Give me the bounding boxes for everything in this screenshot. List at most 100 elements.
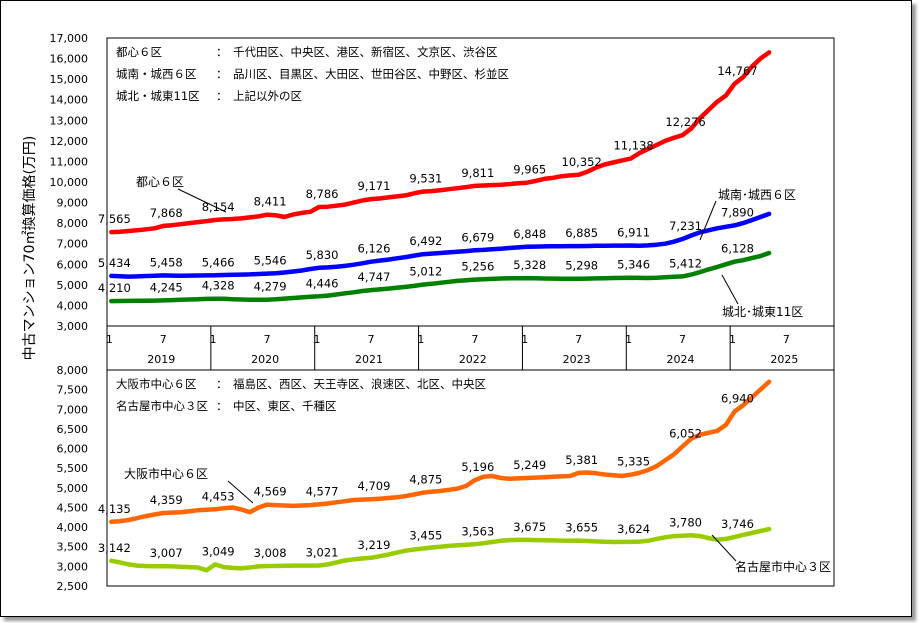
data-label: 4,709: [358, 479, 391, 493]
x-year-label: 2024: [667, 353, 695, 366]
y-tick-label: 6,000: [57, 443, 89, 456]
data-label: 6,940: [721, 392, 754, 406]
data-label: 6,679: [461, 230, 494, 244]
data-label: 8,411: [254, 195, 287, 209]
y-tick-label: 11,000: [50, 155, 89, 168]
x-month-label: 1: [417, 333, 424, 346]
x-month-label: 1: [729, 333, 736, 346]
x-year-label: 2025: [770, 353, 798, 366]
data-label: 7,890: [721, 205, 754, 219]
y-tick-label: 8,000: [57, 364, 89, 377]
data-label: 5,012: [409, 265, 442, 279]
leader-line: [177, 188, 227, 213]
y-tick-label: 10,000: [50, 176, 89, 189]
data-label: 6,052: [669, 427, 702, 441]
data-label: 5,830: [306, 248, 339, 262]
y-tick-label: 4,500: [57, 501, 89, 514]
data-label: 6,911: [617, 226, 650, 240]
data-label: 5,328: [513, 258, 546, 272]
legend-name-johoku11: 城北・城東11区: [116, 89, 200, 103]
data-label: 4,453: [202, 489, 235, 503]
leader-line: [721, 274, 739, 305]
data-label: 5,249: [513, 458, 546, 472]
legend-sep: ：: [216, 67, 228, 81]
x-month-label: 7: [783, 333, 790, 346]
legend-desc-jonan6: 品川区、目黒区、大田区、世田谷区、中野区、杉並区: [233, 67, 509, 81]
series-line-0-2: [109, 250, 772, 304]
x-year-label: 2019: [147, 353, 175, 366]
data-label: 4,446: [306, 276, 339, 290]
data-label: 4,569: [254, 485, 287, 499]
series-line-1-0: [109, 379, 772, 525]
legend-desc-toshin6: 千代田区、中央区、港区、新宿区、文京区、渋谷区: [233, 45, 498, 59]
top-legend: 都心６区 ： 千代田区、中央区、港区、新宿区、文京区、渋谷区 城南・城西６区 ：…: [116, 45, 509, 103]
y-tick-label: 13,000: [50, 114, 89, 127]
data-label: 5,298: [565, 259, 598, 273]
legend-sep: ：: [216, 45, 228, 59]
data-label: 14,767: [717, 64, 757, 78]
data-label: 6,848: [513, 227, 546, 241]
data-label: 5,458: [150, 255, 183, 269]
data-label: 6,885: [565, 226, 598, 240]
x-year-label: 2021: [355, 353, 383, 366]
data-label: 4,328: [202, 279, 235, 293]
data-label: 3,021: [306, 546, 339, 560]
data-label: 3,624: [617, 522, 650, 536]
y-tick-label: 8,000: [57, 217, 89, 230]
leader-line: [711, 534, 737, 562]
data-label: 4,245: [150, 280, 183, 294]
data-label: 3,655: [565, 521, 598, 535]
y-tick-label: 15,000: [50, 73, 89, 86]
y-axis-title: 中古マンション70㎡換算価格(万円): [22, 136, 38, 361]
legend-sep: ：: [216, 89, 228, 103]
legend-name-toshin6: 都心６区: [116, 45, 162, 59]
x-month-label: 1: [314, 333, 321, 346]
data-label: 3,675: [513, 520, 546, 534]
annotation-jonan6: 城南･城西６区: [718, 187, 796, 202]
annotation-toshin6: 都心６区: [136, 175, 184, 189]
y-tick-label: 6,500: [57, 423, 89, 436]
y-tick-label: 7,000: [57, 403, 89, 416]
data-label: 7,868: [150, 206, 183, 220]
leader-line: [699, 200, 717, 241]
data-label: 4,135: [98, 502, 131, 516]
data-label: 8,154: [202, 200, 235, 214]
x-month-label: 1: [625, 333, 632, 346]
legend-desc-nagoya3: 中区、東区、千種区: [233, 399, 337, 413]
y-tick-label: 5,500: [57, 462, 89, 475]
y-tick-label: 4,000: [57, 521, 89, 534]
x-month-label: 1: [106, 333, 113, 346]
y-tick-label: 5,000: [57, 279, 89, 292]
data-label: 5,381: [565, 453, 598, 467]
data-label: 6,126: [358, 242, 391, 256]
data-label: 5,412: [669, 256, 702, 270]
x-month-label: 7: [679, 333, 686, 346]
data-label: 5,196: [461, 460, 494, 474]
data-label: 3,563: [461, 524, 494, 538]
data-label: 3,746: [721, 517, 754, 531]
data-label: 3,007: [150, 546, 183, 560]
y-tick-label: 3,000: [57, 320, 89, 333]
y-tick-label: 17,000: [50, 32, 89, 45]
data-label: 11,138: [613, 139, 653, 153]
legend-sep: ：: [216, 377, 228, 391]
y-tick-label: 7,000: [57, 238, 89, 251]
y-tick-label: 5,000: [57, 482, 89, 495]
data-label: 10,352: [562, 155, 602, 169]
y-tick-label: 12,000: [50, 135, 89, 148]
x-year-label: 2023: [563, 353, 591, 366]
y-tick-label: 3,500: [57, 541, 89, 554]
series-line-0-0: [109, 50, 772, 235]
bottom-legend: 大阪市中心６区 ： 福島区、西区、天王寺区、浪速区、北区、中央区 名古屋市中心３…: [116, 377, 486, 413]
data-label: 3,455: [409, 528, 442, 542]
data-label: 9,965: [513, 163, 546, 177]
legend-desc-osaka6: 福島区、西区、天王寺区、浪速区、北区、中央区: [233, 377, 486, 391]
data-label: 7,565: [98, 212, 131, 226]
x-month-label: 1: [210, 333, 217, 346]
legend-name-jonan6: 城南・城西６区: [116, 67, 197, 81]
legend-sep: ：: [216, 399, 228, 413]
data-label: 3,049: [202, 544, 235, 558]
series-line-0-1: [109, 211, 772, 279]
leader-line: [227, 480, 254, 504]
